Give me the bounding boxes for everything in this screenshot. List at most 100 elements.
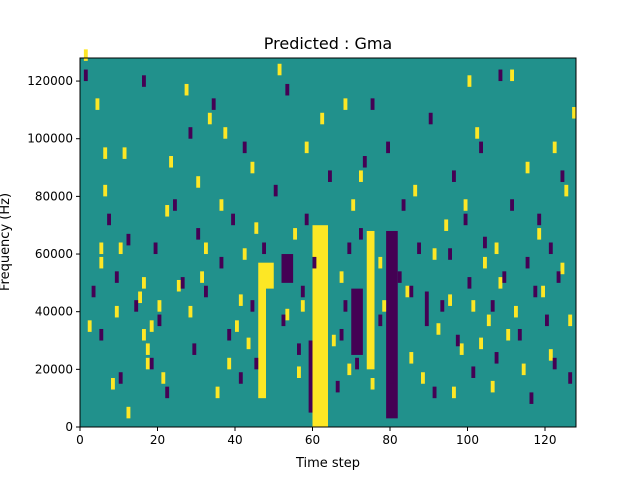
heatmap-low-cell bbox=[273, 184, 278, 197]
heatmap-low-cell bbox=[560, 170, 565, 182]
heatmap-high-cell bbox=[285, 308, 290, 321]
heatmap-high-cell bbox=[343, 98, 348, 110]
plot-frame bbox=[79, 57, 577, 428]
heatmap-high-cell bbox=[300, 300, 305, 312]
heatmap-high-cell bbox=[347, 363, 352, 376]
heatmap-low-cell bbox=[533, 285, 538, 298]
heatmap-high-cell bbox=[409, 352, 414, 364]
heatmap-low-cell bbox=[192, 343, 197, 355]
heatmap-high-cell bbox=[184, 83, 189, 96]
heatmap-high-cell bbox=[223, 127, 228, 139]
heatmap-low-cell bbox=[262, 242, 266, 255]
heatmap-high-cell bbox=[169, 156, 173, 168]
heatmap-low-cell bbox=[347, 242, 352, 255]
heatmap-low-cell bbox=[463, 213, 468, 226]
heatmap-high-cell bbox=[215, 386, 220, 399]
heatmap-low-cell bbox=[204, 285, 208, 298]
heatmap-low-cell bbox=[490, 300, 495, 312]
heatmap-low-cell bbox=[401, 199, 406, 211]
y-tick-label: 120000 bbox=[27, 74, 73, 88]
heatmap-low-cell bbox=[99, 328, 104, 341]
heatmap-high-cell bbox=[99, 256, 104, 269]
heatmap-high-cell bbox=[467, 75, 472, 87]
heatmap-low-cell bbox=[359, 228, 363, 240]
heatmap-high-cell bbox=[99, 242, 104, 255]
heatmap-high-cell bbox=[359, 170, 363, 182]
heatmap-low-cell bbox=[440, 300, 445, 312]
y-axis: 0 20000 40000 60000 80000 100000 120000 bbox=[27, 74, 80, 434]
heatmap-low-cell bbox=[343, 300, 348, 312]
heatmap-high-cell bbox=[498, 277, 503, 289]
heatmap-low-cell bbox=[510, 199, 514, 211]
heatmap-low-cell bbox=[556, 271, 561, 283]
heatmap-high-cell bbox=[83, 49, 88, 61]
heatmap-high-cell bbox=[250, 161, 255, 174]
heatmap-high-cell bbox=[382, 300, 387, 312]
heatmap-low-cell bbox=[386, 141, 390, 154]
heatmap-high-cell bbox=[246, 337, 251, 350]
heatmap-high-cell bbox=[161, 372, 166, 384]
heatmap-high-cell bbox=[568, 314, 573, 327]
heatmap-low-cell bbox=[114, 271, 119, 283]
x-axis-label: Time step bbox=[295, 456, 360, 471]
heatmap-low-cell bbox=[452, 170, 456, 182]
heatmap-high-cell bbox=[521, 363, 526, 376]
heatmap-high-cell bbox=[235, 320, 239, 332]
heatmap-high-cell bbox=[320, 112, 325, 125]
heatmap-low-cell bbox=[339, 328, 344, 341]
heatmap-low-cell bbox=[157, 314, 162, 327]
heatmap-low-cell bbox=[417, 242, 421, 255]
heatmap-low-cell bbox=[134, 300, 139, 312]
heatmap-low-cell bbox=[149, 357, 154, 370]
heatmap-high-cell bbox=[145, 343, 150, 355]
heatmap-high-band bbox=[312, 225, 328, 427]
heatmap-low-cell bbox=[455, 334, 460, 347]
heatmap-low-cell bbox=[502, 271, 507, 283]
heatmap-low-cell bbox=[552, 357, 557, 370]
heatmap-high-cell bbox=[219, 199, 224, 211]
heatmap-high-band bbox=[258, 262, 266, 399]
heatmap-high-cell bbox=[227, 357, 232, 370]
heatmap-low-cell bbox=[126, 233, 131, 246]
heatmap-high-cell bbox=[471, 300, 476, 312]
heatmap-low-cell bbox=[517, 328, 522, 341]
heatmap-high-cell bbox=[142, 328, 146, 341]
heatmap-high-band bbox=[366, 230, 375, 370]
heatmap-low-cell bbox=[297, 343, 301, 355]
heatmap-high-cell bbox=[188, 305, 193, 318]
y-tick-label: 40000 bbox=[35, 305, 73, 319]
heatmap-high-cell bbox=[138, 291, 142, 304]
heatmap-high-cell bbox=[351, 199, 356, 211]
heatmap-high-cell bbox=[238, 294, 243, 306]
heatmap-high-cell bbox=[525, 161, 530, 174]
heatmap-low-cell bbox=[335, 380, 340, 393]
y-tick-label: 60000 bbox=[35, 247, 73, 261]
heatmap-high-cell bbox=[149, 320, 154, 332]
heatmap-low-band bbox=[424, 291, 429, 327]
heatmap-high-cell bbox=[506, 328, 511, 341]
heatmap-high-cell bbox=[111, 377, 115, 390]
heatmap-low-cell bbox=[238, 372, 243, 384]
heatmap-low-cell bbox=[107, 213, 111, 226]
y-tick-label: 0 bbox=[65, 420, 73, 434]
heatmap-high-cell bbox=[200, 271, 204, 283]
heatmap-low-cell bbox=[525, 256, 530, 269]
heatmap-low-cell bbox=[362, 156, 367, 168]
heatmap-low-cell bbox=[467, 277, 472, 289]
heatmap-low-cell bbox=[448, 248, 452, 260]
heatmap-low-cell bbox=[242, 141, 247, 154]
heatmap-high-cell bbox=[405, 285, 410, 298]
heatmap-low-cell bbox=[545, 314, 549, 327]
heatmap-high-cell bbox=[537, 228, 542, 240]
heatmap-high-cell bbox=[142, 277, 146, 289]
y-tick-label: 80000 bbox=[35, 189, 73, 203]
heatmap-high-cell bbox=[95, 98, 100, 110]
heatmap-high-cell bbox=[277, 63, 282, 76]
heatmap-high-cell bbox=[490, 380, 495, 393]
heatmap-high-cell bbox=[421, 372, 425, 384]
heatmap-high-cell bbox=[370, 377, 375, 390]
heatmap-high-cell bbox=[448, 294, 452, 306]
x-tick-label: 80 bbox=[382, 433, 397, 447]
heatmap-high-cell bbox=[483, 256, 487, 269]
heatmap-high-cell bbox=[479, 337, 483, 350]
